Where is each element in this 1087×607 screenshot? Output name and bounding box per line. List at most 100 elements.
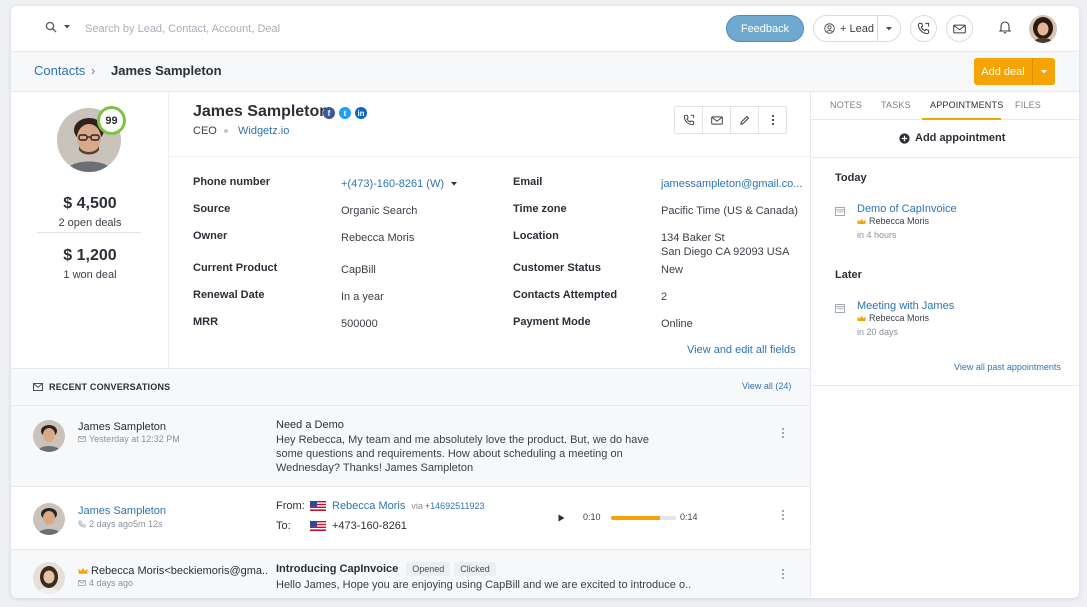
add-deal-label: Add deal: [981, 65, 1025, 78]
call-to-number: +473-160-8261: [332, 520, 407, 532]
kebab-menu-icon[interactable]: [781, 568, 785, 580]
phone-button[interactable]: [910, 15, 937, 42]
more-options-button[interactable]: [759, 107, 786, 133]
pencil-icon: [740, 115, 750, 125]
email-value[interactable]: jamessampleton@gmail.co...: [661, 178, 803, 190]
search-scope-dropdown[interactable]: [45, 21, 71, 33]
field-label: Current Product: [193, 262, 278, 274]
crown-icon: [857, 218, 866, 224]
notifications-button[interactable]: [998, 20, 1012, 37]
user-avatar[interactable]: [1029, 15, 1057, 43]
conversation-sender: Rebecca Moris<beckiemoris@gma..: [78, 565, 268, 577]
conversation-row[interactable]: James Sampleton 2 days ago5m 12s From: R…: [11, 487, 810, 550]
conversation-timestamp: 4 days ago: [89, 578, 134, 588]
conversation-sender-link[interactable]: James Sampleton: [78, 505, 167, 517]
call-from: From: Rebecca Moris via +14692511923: [276, 500, 485, 512]
breadcrumb-contacts-link[interactable]: Contacts: [34, 63, 86, 78]
field-label: Phone number: [193, 176, 271, 188]
caret-down-icon: [451, 182, 458, 186]
top-bar: Feedback + Lead: [11, 6, 1079, 52]
field-value: 134 Baker St: [661, 232, 725, 244]
avatar: [33, 503, 65, 535]
audio-duration: 0:14: [680, 512, 698, 522]
divider: [811, 385, 1079, 386]
phone-number-text: +(473)-160-8261 (W): [341, 178, 445, 190]
dot-separator: [224, 129, 228, 133]
field-label: Renewal Date: [193, 289, 265, 301]
crown-icon: [78, 568, 88, 574]
tab-notes[interactable]: NOTES: [830, 100, 863, 110]
mail-icon: [710, 115, 723, 125]
conversation-sender-name: Rebecca Moris<beckiemoris@gma..: [91, 565, 269, 577]
envelope-icon: [78, 436, 86, 442]
conversation-row[interactable]: James Sampleton Yesterday at 12:32 PM Ne…: [11, 406, 810, 487]
view-all-conversations-link[interactable]: View all (24): [742, 381, 792, 391]
call-to-label: To:: [276, 520, 291, 532]
tab-appointments[interactable]: APPOINTMENTS: [930, 100, 1004, 110]
field-value: Organic Search: [341, 205, 418, 217]
facebook-icon[interactable]: f: [323, 107, 335, 119]
email-button[interactable]: [946, 15, 973, 42]
add-lead-dropdown[interactable]: [878, 26, 900, 32]
add-appointment-label: Add appointment: [915, 132, 1006, 144]
appointment-title-link[interactable]: Demo of CapInvoice: [857, 203, 957, 215]
edit-contact-button[interactable]: [731, 107, 759, 133]
call-from-name[interactable]: Rebecca Moris: [332, 500, 406, 512]
view-past-appointments-link[interactable]: View all past appointments: [954, 362, 1061, 372]
chevron-down-icon: [64, 25, 70, 29]
open-deals-label: 2 open deals: [58, 217, 122, 229]
appointment-title-link[interactable]: Meeting with James: [857, 300, 955, 312]
kebab-menu-icon[interactable]: [781, 509, 785, 521]
tab-files[interactable]: FILES: [1015, 100, 1042, 110]
field-value: New: [661, 264, 684, 276]
add-appointment-button[interactable]: Add appointment: [899, 132, 1005, 144]
open-deals-value: $ 4,500: [63, 195, 117, 212]
conversation-meta: 2 days ago5m 12s: [78, 519, 163, 529]
phone-number-value[interactable]: +(473)-160-8261 (W): [341, 177, 458, 191]
breadcrumb: Contacts › James Sampleton Add deal: [11, 52, 1079, 92]
add-deal-dropdown[interactable]: [1033, 69, 1055, 75]
linkedin-icon[interactable]: in: [355, 107, 367, 119]
field-label: Customer Status: [513, 262, 602, 274]
appointment-time: in 4 hours: [857, 230, 897, 240]
call-via-number[interactable]: +14692511923: [424, 501, 485, 511]
activity-tabs: NOTES TASKS APPOINTMENTS FILES: [811, 92, 1079, 120]
chevron-right-icon: ›: [91, 63, 96, 78]
tab-tasks[interactable]: TASKS: [881, 100, 911, 110]
feedback-button[interactable]: Feedback: [726, 15, 804, 42]
contact-details: James Sampleton f t in CEO Widgetz.io Ph…: [169, 92, 810, 368]
add-lead-label: + Lead: [840, 22, 874, 35]
conversation-timestamp: Yesterday at 12:32 PM: [89, 434, 180, 444]
divider: [169, 156, 810, 157]
audio-progress-bar[interactable]: [611, 516, 676, 520]
audio-progress-fill: [611, 516, 660, 520]
call-contact-button[interactable]: [675, 107, 703, 133]
email-contact-button[interactable]: [703, 107, 731, 133]
conversation-sender: James Sampleton: [78, 421, 167, 433]
call-via-label: via: [411, 501, 423, 511]
activity-panel: NOTES TASKS APPOINTMENTS FILES Add appoi…: [810, 92, 1079, 598]
kebab-menu-icon[interactable]: [781, 427, 785, 439]
twitter-icon[interactable]: t: [339, 107, 351, 119]
calendar-icon: [835, 304, 845, 313]
field-value: In a year: [341, 291, 384, 303]
us-flag-icon: [310, 521, 326, 531]
conversation-row[interactable]: Rebecca Moris<beckiemoris@gma.. 4 days a…: [11, 550, 810, 598]
play-icon[interactable]: [558, 514, 565, 522]
conversation-preview: Hey Rebecca, My team and me absolutely l…: [276, 434, 649, 474]
appointment-owner: Rebecca Moris: [857, 216, 929, 226]
add-lead-button[interactable]: + Lead: [814, 16, 878, 41]
search-input[interactable]: [85, 19, 345, 39]
company-link[interactable]: Widgetz.io: [238, 125, 290, 137]
conversation-subject-line: Introducing CapInvoice Opened Clicked: [276, 562, 496, 576]
appointment-owner: Rebecca Moris: [857, 313, 929, 323]
view-edit-fields-link[interactable]: View and edit all fields: [687, 344, 796, 356]
envelope-icon: [78, 580, 86, 586]
add-deal-button[interactable]: Add deal: [974, 58, 1033, 85]
calendar-icon: [835, 207, 845, 216]
feedback-label: Feedback: [740, 22, 790, 35]
page-title: James Sampleton: [111, 63, 222, 78]
app-window: Feedback + Lead Contacts › James Samplet…: [11, 6, 1079, 598]
conversation-preview: Hello James, Hope you are enjoying using…: [276, 579, 692, 591]
avatar: [33, 420, 65, 452]
